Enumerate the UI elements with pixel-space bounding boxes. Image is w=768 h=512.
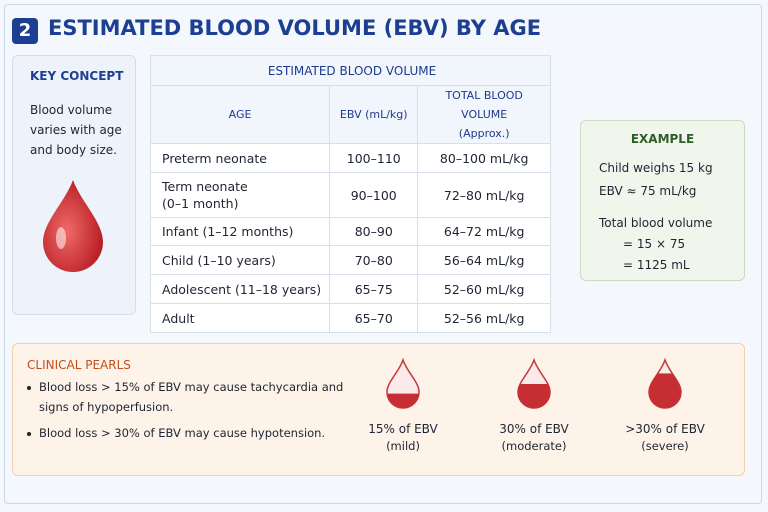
drop-icon xyxy=(517,357,551,409)
cell-line: 52–56 mL/kg xyxy=(443,310,525,326)
column-header: EBV (mL/kg) xyxy=(329,85,419,144)
table-cell: Term neonate (0–1 month) xyxy=(149,172,331,218)
bullet-dot xyxy=(27,386,31,390)
table-cell: Adult xyxy=(149,303,331,333)
table-cell: 65–75 xyxy=(329,274,419,304)
ebv-table: ESTIMATED BLOOD VOLUME AGE EBV (mL/kg) TOT… xyxy=(149,55,551,333)
example-line: = 1125 mL xyxy=(623,258,690,272)
example-line: EBV ≈ 75 mL/kg xyxy=(599,184,697,198)
table-row: Infant (1–12 months) 80–90 64–72 mL/kg xyxy=(149,217,551,246)
table-cell: 80–100 mL/kg xyxy=(417,143,551,173)
severity-drop xyxy=(383,356,423,414)
severity-label: >30% of EBV xyxy=(625,422,705,436)
severity-drop xyxy=(645,356,685,414)
page-title: ESTIMATED BLOOD VOLUME (EBV) BY AGE xyxy=(48,16,542,40)
header-line: TOTAL BLOOD VOLUME xyxy=(445,89,523,121)
cell-line: 80–100 mL/kg xyxy=(439,150,529,166)
cell-line: Preterm neonate xyxy=(162,150,267,166)
table-cell: 52–60 mL/kg xyxy=(417,274,551,304)
table-cell: Infant (1–12 months) xyxy=(149,217,331,246)
bullet-line: Blood loss > 15% of EBV may cause tachyc… xyxy=(39,380,344,394)
cell-line: Child (1–10 years) xyxy=(162,252,276,268)
header-line: AGE xyxy=(228,108,252,121)
example-line: = 15 × 75 xyxy=(623,237,686,251)
table-cell: 65–70 xyxy=(329,303,419,333)
cell-line: Adult xyxy=(162,310,195,326)
severity-note: (mild) xyxy=(386,439,420,453)
section-number: 2 xyxy=(12,18,38,44)
cell-line: 90–100 xyxy=(350,187,397,203)
cell-line: Infant (1–12 months) xyxy=(162,224,294,239)
cell-line: (0–1 month) xyxy=(162,196,239,211)
cell-line: Term neonate xyxy=(162,179,248,194)
cell-line: 80–90 xyxy=(354,224,393,239)
key-concept-box: KEY CONCEPT Blood volume varies with age a… xyxy=(12,55,136,315)
table-cell: 52–56 mL/kg xyxy=(417,303,551,333)
clinical-pearls-title: CLINICAL PEARLS xyxy=(27,358,131,372)
column-header: AGE xyxy=(149,85,331,144)
table-cell: 64–72 mL/kg xyxy=(417,217,551,246)
cell-line: 72–80 mL/kg xyxy=(443,187,525,203)
cell-line: Adolescent (11–18 years) xyxy=(162,281,322,297)
table-row: Adolescent (11–18 years) 65–75 52–60 mL/kg xyxy=(149,274,551,304)
severity-drop xyxy=(514,356,554,414)
bullet-line: Blood loss > 30% of EBV may cause hypote… xyxy=(39,426,326,440)
clinical-pearls-box: CLINICAL PEARLS Blood loss > 15% of EBV … xyxy=(12,343,745,476)
severity-note: (moderate) xyxy=(501,439,567,453)
table-cell: Child (1–10 years) xyxy=(149,245,331,275)
cell-line: 100–110 xyxy=(346,150,401,166)
table-cell: 70–80 xyxy=(329,245,419,275)
key-concept-title: KEY CONCEPT xyxy=(30,69,124,83)
table-row: Term neonate (0–1 month) 90–100 72–80 mL/kg xyxy=(149,172,551,218)
header-line: EBV (mL/kg) xyxy=(339,108,408,121)
example-line: Child weighs 15 kg xyxy=(599,161,713,175)
drop-icon xyxy=(648,357,682,409)
blood-drop xyxy=(43,180,103,272)
severity-note: (severe) xyxy=(641,439,689,453)
column-header: TOTAL BLOOD VOLUME (Approx.) xyxy=(417,85,551,144)
bullet-line: signs of hypoperfusion. xyxy=(39,400,174,414)
frame xyxy=(4,4,762,504)
table-cell: 90–100 xyxy=(329,172,419,218)
text-line: and body size. xyxy=(30,143,117,157)
cell-line: 56–64 mL/kg xyxy=(443,252,525,268)
key-concept-text: Blood volume varies with age and body size… xyxy=(30,100,122,160)
table-row: Child (1–10 years) 70–80 56–64 mL/kg xyxy=(149,245,551,275)
example-box: EXAMPLE Child weighs 15 kg EBV ≈ 75 mL/kg… xyxy=(580,120,745,281)
cell-line: 64–72 mL/kg xyxy=(443,224,525,239)
table-cell: 56–64 mL/kg xyxy=(417,245,551,275)
cell-line: 65–70 xyxy=(354,310,393,326)
severity-label: 15% of EBV xyxy=(368,422,438,436)
table-title: ESTIMATED BLOOD VOLUME xyxy=(150,55,551,86)
text-line: Blood volume xyxy=(30,103,113,117)
severity-label: 30% of EBV xyxy=(499,422,569,436)
table-cell: Adolescent (11–18 years) xyxy=(149,274,331,304)
table-cell: 100–110 xyxy=(329,143,419,173)
cell-line: 70–80 xyxy=(354,252,393,268)
table-cell: 80–90 xyxy=(329,217,419,246)
example-line: Total blood volume xyxy=(599,216,713,230)
cell-line: 52–60 mL/kg xyxy=(443,281,525,297)
table-row: Adult 65–70 52–56 mL/kg xyxy=(149,303,551,333)
drop-icon xyxy=(386,357,420,409)
table-row: Preterm neonate 100–110 80–100 mL/kg xyxy=(149,143,551,173)
header-line: (Approx.) xyxy=(458,127,510,140)
cell-line: 65–75 xyxy=(354,281,393,297)
example-title: EXAMPLE xyxy=(630,132,695,146)
table-cell: 72–80 mL/kg xyxy=(417,172,551,218)
text-line: varies with age xyxy=(30,123,122,137)
table-cell: Preterm neonate xyxy=(149,143,331,173)
bullet-dot xyxy=(27,432,31,436)
